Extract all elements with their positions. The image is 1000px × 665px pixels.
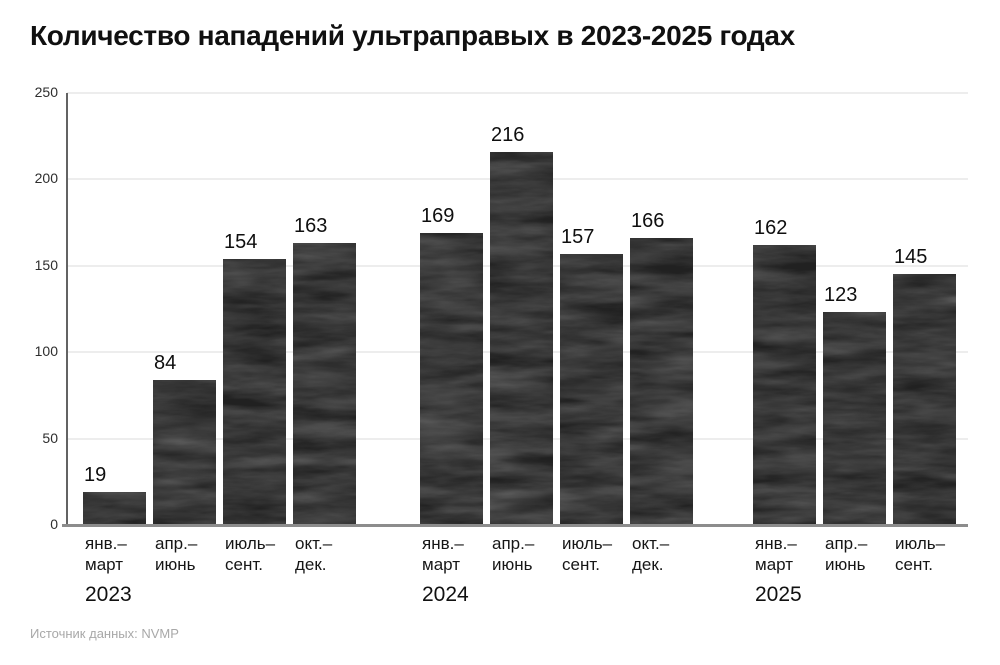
y-axis-line bbox=[66, 93, 68, 527]
year-label: 2023 bbox=[85, 583, 132, 606]
bar bbox=[560, 254, 623, 525]
x-tick-label: окт.– дек. bbox=[632, 534, 670, 574]
bar-texture bbox=[420, 233, 483, 525]
bar-texture bbox=[490, 152, 553, 525]
x-tick-label: янв.– март bbox=[755, 534, 797, 574]
y-tick-label: 200 bbox=[34, 170, 58, 187]
bar-value-label: 123 bbox=[824, 284, 858, 306]
bar bbox=[823, 312, 886, 525]
x-tick-label: янв.– март bbox=[85, 534, 127, 574]
x-tick-label: июль– сент. bbox=[562, 534, 613, 574]
x-tick-label: апр.– июнь bbox=[492, 534, 535, 574]
x-tick-label: июль– сент. bbox=[895, 534, 946, 574]
bar-value-label: 154 bbox=[224, 231, 258, 253]
y-tick-label: 150 bbox=[34, 256, 58, 273]
bar-value-label: 84 bbox=[154, 352, 177, 374]
gridline bbox=[67, 92, 968, 94]
bar-texture bbox=[893, 274, 956, 525]
x-tick-label: апр.– июнь bbox=[155, 534, 198, 574]
bar-texture bbox=[83, 492, 146, 525]
bar-texture bbox=[153, 380, 216, 525]
y-tick-label: 50 bbox=[42, 429, 58, 446]
bar bbox=[490, 152, 553, 525]
y-tick-label: 100 bbox=[34, 343, 58, 360]
bar-texture bbox=[823, 312, 886, 525]
bar-value-label: 157 bbox=[561, 226, 595, 248]
x-tick-label: июль– сент. bbox=[225, 534, 276, 574]
year-label: 2024 bbox=[422, 583, 469, 606]
bar bbox=[83, 492, 146, 525]
year-label: 2025 bbox=[755, 583, 802, 606]
bar-texture bbox=[753, 245, 816, 525]
y-tick-label: 250 bbox=[34, 84, 58, 100]
bar bbox=[420, 233, 483, 525]
bar-value-label: 169 bbox=[421, 205, 455, 227]
bar-texture bbox=[630, 238, 693, 525]
bar bbox=[153, 380, 216, 525]
x-tick-label: окт.– дек. bbox=[295, 534, 333, 574]
bar-value-label: 163 bbox=[294, 215, 328, 237]
y-tick-label: 0 bbox=[50, 516, 58, 532]
bar bbox=[753, 245, 816, 525]
x-tick-label: апр.– июнь bbox=[825, 534, 868, 574]
bar bbox=[893, 274, 956, 525]
chart-title: Количество нападений ультраправых в 2023… bbox=[30, 20, 795, 51]
bar-texture bbox=[223, 259, 286, 525]
x-axis-line bbox=[62, 524, 968, 527]
bar-value-label: 216 bbox=[491, 124, 525, 146]
bar-value-label: 162 bbox=[754, 217, 788, 239]
bar-value-label: 166 bbox=[631, 210, 665, 232]
bar-texture bbox=[293, 243, 356, 525]
x-tick-label: янв.– март bbox=[422, 534, 464, 574]
bar-value-label: 145 bbox=[894, 246, 928, 268]
bar-texture bbox=[560, 254, 623, 525]
bar bbox=[223, 259, 286, 525]
source-note: Источник данных: NVMP bbox=[30, 626, 179, 641]
bar-value-label: 19 bbox=[84, 464, 107, 486]
bar bbox=[293, 243, 356, 525]
bar bbox=[630, 238, 693, 525]
